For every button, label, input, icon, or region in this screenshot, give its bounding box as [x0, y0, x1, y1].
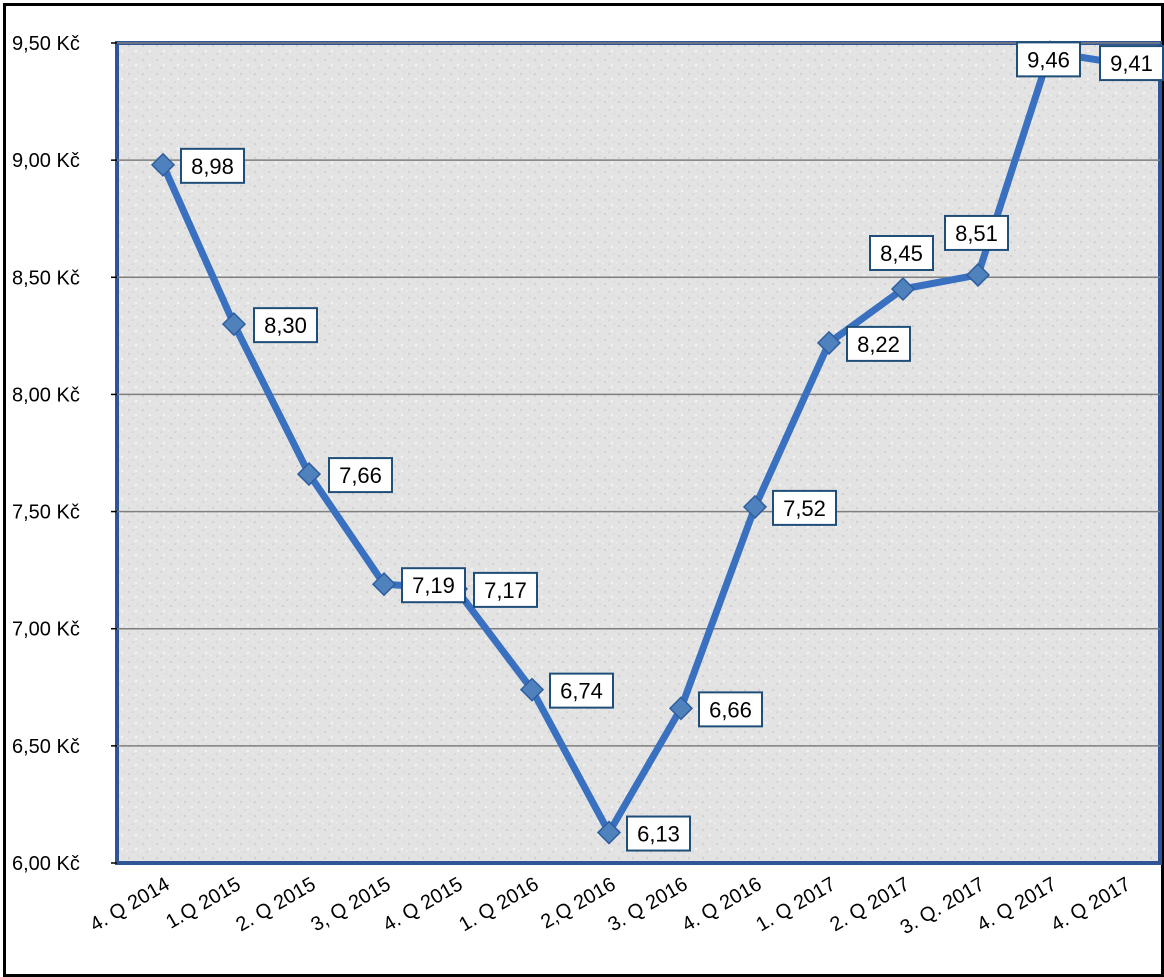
- x-tick-label: 4. Q 2014: [86, 873, 173, 936]
- data-point-marker: [150, 152, 176, 177]
- x-tick-label: 3, Q 2015: [307, 873, 394, 936]
- x-tick-label: 3. Q. 2017: [897, 873, 989, 939]
- y-tick-label: 7,50 Kč: [12, 502, 80, 524]
- data-label-box: [473, 571, 538, 608]
- data-label: 7,17: [484, 578, 527, 603]
- data-label: 7,19: [412, 573, 455, 598]
- data-label: 8,51: [955, 221, 998, 246]
- data-point-marker: [519, 677, 545, 702]
- data-point-marker: [965, 262, 991, 288]
- data-label: 7,66: [339, 463, 382, 488]
- data-label-box: [772, 489, 837, 526]
- data-point-marker: [596, 820, 622, 845]
- data-label: 6,74: [560, 679, 603, 704]
- data-label-box: [846, 325, 911, 362]
- x-tick-label: 2. Q 2015: [232, 873, 319, 936]
- x-tick-label: 1.Q 2015: [162, 873, 244, 933]
- x-tick-label: 4. Q 2016: [678, 873, 765, 936]
- data-point-marker: [742, 494, 768, 519]
- data-point-marker: [668, 696, 694, 721]
- x-tick-label: 4. Q 2015: [379, 873, 466, 936]
- data-label-box: [549, 672, 614, 709]
- data-label-box: [944, 214, 1009, 251]
- data-label: 8,45: [880, 241, 923, 266]
- y-tick-label: 7,00 Kč: [12, 619, 80, 641]
- x-tick-label: 2,Q 2016: [537, 873, 619, 933]
- data-label: 8,22: [857, 332, 900, 357]
- data-label: 7,52: [783, 496, 826, 521]
- data-label: 9,46: [1027, 47, 1070, 72]
- data-label: 9,41: [1110, 51, 1153, 76]
- y-tick-label: 6,50 Kč: [12, 736, 80, 758]
- data-label-box: [698, 691, 763, 728]
- data-label-box: [626, 815, 691, 852]
- data-label-box: [869, 235, 934, 271]
- data-point-marker: [371, 572, 397, 597]
- x-tick-label: 1. Q 2016: [455, 873, 542, 936]
- data-point-marker: [890, 276, 916, 302]
- data-label-box: [1099, 45, 1164, 82]
- data-label-box: [401, 567, 466, 604]
- data-point-marker: [296, 462, 322, 487]
- data-label-box: [180, 147, 245, 184]
- y-tick-label: 9,00 Kč: [12, 150, 80, 172]
- data-point-marker: [816, 330, 842, 355]
- data-label: 6,13: [637, 822, 680, 847]
- y-tick-label: 9,50 Kč: [12, 33, 80, 55]
- x-tick-label: 4. Q 2017: [973, 873, 1060, 936]
- y-tick-label: 8,00 Kč: [12, 384, 80, 406]
- data-label-box: [253, 307, 318, 344]
- data-label: 8,98: [191, 154, 234, 179]
- y-tick-label: 6,00 Kč: [12, 853, 80, 875]
- x-tick-label: 1. Q 2017: [752, 873, 839, 936]
- x-tick-label: 3. Q 2016: [604, 873, 691, 936]
- plot-area: [115, 41, 1162, 865]
- data-label: 6,66: [709, 697, 752, 722]
- series-line: [159, 48, 1128, 837]
- y-tick-label: 8,50 Kč: [12, 267, 80, 289]
- x-tick-label: 4. Q 2017: [1047, 873, 1134, 936]
- data-label: 8,30: [264, 313, 307, 338]
- data-label-box: [328, 457, 393, 494]
- data-point-marker: [221, 312, 247, 337]
- data-label-box: [1016, 41, 1081, 78]
